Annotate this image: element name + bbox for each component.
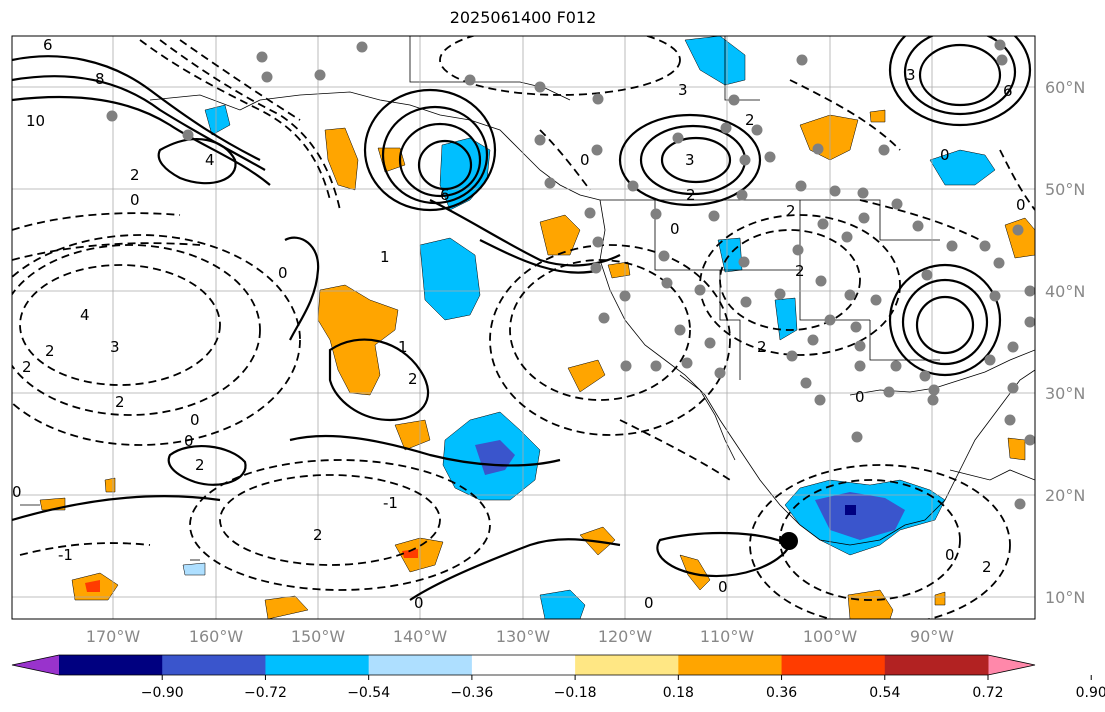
contour-label: 0 [190,411,200,429]
contour-label: 10 [26,112,45,130]
map-frame [11,35,1036,620]
contour-label: 2 [195,456,205,474]
contour-label: 2 [115,393,125,411]
contour-label: 3 [110,338,120,356]
contour-label: 0 [130,191,140,209]
lon-label: 160°W [189,627,244,646]
contour-label: 4 [205,151,215,169]
contour-label: 0 [414,594,424,612]
contour-label: 4 [80,306,90,324]
colorbar-segment [162,655,266,675]
contour-label: 6 [440,186,450,204]
contour-label: 1 [398,338,408,356]
contour-label: 0 [718,578,728,596]
contour-label: 6 [1003,82,1013,100]
contour-label: 0 [670,220,680,238]
colorbar-segment [781,655,886,675]
contour-label: -1 [58,546,73,564]
contour-label: 2 [686,186,696,204]
contour-label: 2 [130,166,140,184]
contour-label: 2 [408,370,418,388]
contour-label: 0 [12,483,22,501]
contour-label: 0 [1016,196,1026,214]
graticule [12,36,1035,619]
colorbar-tick-label: 0.18 [663,685,694,701]
lon-label: 140°W [393,627,448,646]
colorbar-tick-label: −0.54 [347,685,390,701]
dashed-contours [12,36,1035,619]
contour-label: 3 [906,66,916,84]
colorbar-segment [884,655,989,675]
lat-label: 20°N [1045,486,1085,505]
lon-label: 100°W [803,627,858,646]
colorbar-segment [59,655,163,675]
colorbar-tick-label: 0.36 [766,685,797,701]
contour-label: 3 [678,81,688,99]
contour-label: 2 [786,202,796,220]
station-dots [106,39,1035,510]
solid-contours [12,36,1032,601]
lat-label: 30°N [1045,384,1085,403]
colorbar-tick-label: 0.54 [869,685,900,701]
contour-label: 8 [95,70,105,88]
colorbar-segment [575,655,679,675]
contour-label: 0 [644,594,654,612]
lon-label: 120°W [598,627,653,646]
lon-label: 110°W [700,627,755,646]
latitude-labels: 60°N 50°N 40°N 30°N 20°N 10°N [1045,78,1085,607]
contour-label: -1 [383,494,398,512]
colorbar-segment [368,655,473,675]
map-title: 2025061400 F012 [449,8,597,27]
lon-label: 130°W [496,627,551,646]
lon-label: 150°W [291,627,346,646]
lon-label: 90°W [910,627,954,646]
marker-dot [780,532,798,550]
contour-label: 0 [945,546,955,564]
contour-label: 2 [745,111,755,129]
colorbar-segment [678,655,783,675]
colorbar-tick-label: −0.90 [141,685,184,701]
contour-label: 1 [380,248,390,266]
contour-labels: 8 10 6 4 6 3 0 0 2 4 3 2 2 2 0 1 1 2 0 0… [12,36,1026,612]
colorbar: −0.90 −0.72 −0.54 −0.36 −0.18 0.18 0.36 0.54 0.7… [11,654,1105,701]
contour-label: 2 [757,338,767,356]
colorbar-tick-label: 0.72 [972,685,1003,701]
contour-label: 0 [184,432,194,450]
colorbar-tick-label: 0.90 [1076,685,1105,701]
contour-label: 2 [45,342,55,360]
longitude-labels: 170°W 160°W 150°W 140°W 130°W 120°W 110°… [86,627,954,646]
contour-label: 2 [313,526,323,544]
contour-label: 6 [43,36,53,54]
contour-label: 0 [855,388,865,406]
lon-label: 170°W [86,627,141,646]
colorbar-extend-right [988,655,1035,675]
contour-label: 2 [22,358,32,376]
contour-label: 0 [580,151,590,169]
contour-label: 0 [940,146,950,164]
lat-label: 10°N [1045,588,1085,607]
colorbar-extend-left [12,655,59,675]
colorbar-tick-label: −0.18 [554,685,597,701]
lat-label: 40°N [1045,282,1085,301]
colorbar-tick-label: −0.36 [450,685,493,701]
contour-label: 2 [982,558,992,576]
colorbar-tick-label: −0.72 [244,685,287,701]
lat-label: 60°N [1045,78,1085,97]
contour-label: 0 [278,264,288,282]
contour-label: 2 [795,262,805,280]
lat-label: 50°N [1045,180,1085,199]
colorbar-segment [471,655,576,675]
contour-label: 3 [685,151,695,169]
colorbar-segment [265,655,370,675]
